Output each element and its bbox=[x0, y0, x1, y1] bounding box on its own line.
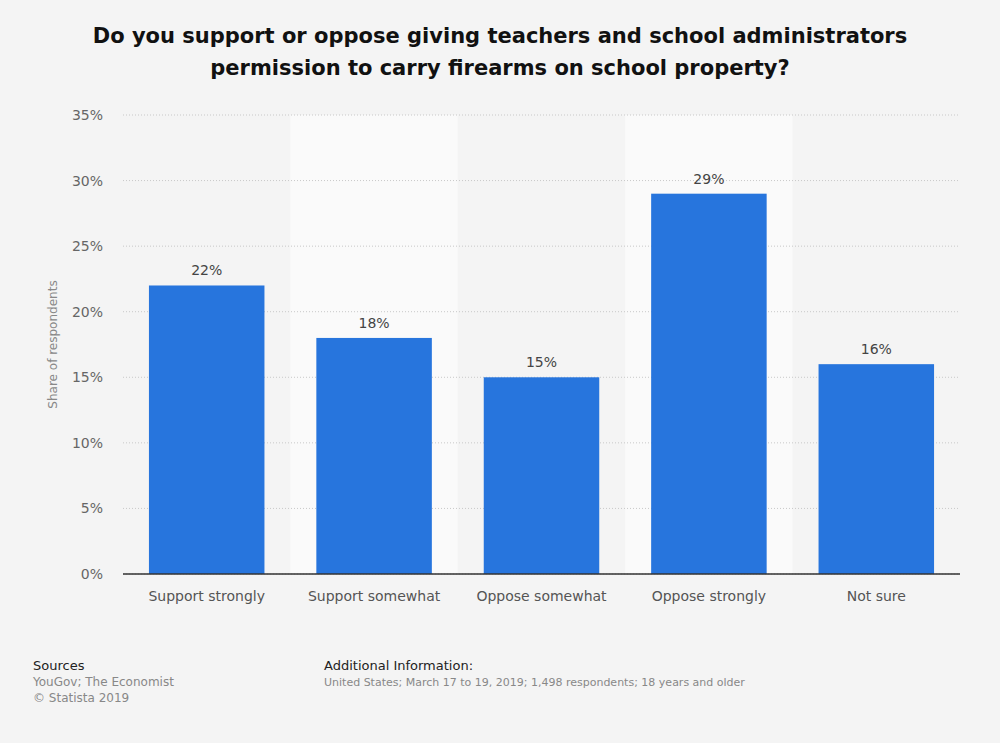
sources-heading: Sources bbox=[33, 658, 85, 673]
data-label: 29% bbox=[693, 171, 724, 187]
y-tick-label: 25% bbox=[72, 238, 103, 254]
column-band bbox=[625, 115, 792, 574]
chart: Do you support or oppose giving teachers… bbox=[0, 0, 1000, 743]
x-tick-label: Oppose somewhat bbox=[476, 588, 607, 604]
y-tick-label: 10% bbox=[72, 435, 103, 451]
y-tick-label: 0% bbox=[81, 566, 103, 582]
column-band bbox=[123, 115, 290, 574]
title-line: permission to carry firearms on school p… bbox=[210, 56, 789, 80]
x-tick-label: Not sure bbox=[847, 588, 906, 604]
y-tick-label: 35% bbox=[72, 107, 103, 123]
data-label: 18% bbox=[359, 315, 390, 331]
title-line: Do you support or oppose giving teachers… bbox=[93, 24, 907, 48]
column-band bbox=[793, 115, 960, 574]
background bbox=[0, 0, 1000, 743]
x-tick-label: Support strongly bbox=[148, 588, 265, 604]
source: © Statista 2019 bbox=[33, 691, 129, 705]
data-label: 16% bbox=[861, 341, 892, 357]
y-axis-label: Share of respondents bbox=[46, 280, 60, 408]
column-band bbox=[290, 115, 457, 574]
y-tick-label: 15% bbox=[72, 369, 103, 385]
column-band bbox=[458, 115, 625, 574]
x-tick-label: Oppose strongly bbox=[652, 588, 766, 604]
bar bbox=[316, 338, 432, 574]
bar bbox=[484, 377, 600, 574]
grid-line bbox=[123, 574, 960, 575]
data-label: 22% bbox=[191, 262, 222, 278]
grid-line bbox=[123, 115, 960, 116]
data-label: 15% bbox=[526, 354, 557, 370]
grid-line bbox=[123, 180, 960, 181]
y-tick-label: 5% bbox=[81, 500, 103, 516]
x-axis bbox=[123, 573, 960, 575]
grid-line bbox=[123, 246, 960, 247]
y-tick-label: 20% bbox=[72, 304, 103, 320]
source: YouGov; The Economist bbox=[32, 675, 174, 689]
bar bbox=[819, 364, 935, 574]
bar bbox=[651, 194, 767, 574]
bar bbox=[149, 285, 265, 574]
bars bbox=[149, 194, 934, 574]
info: United States; March 17 to 19, 2019; 1,4… bbox=[324, 676, 745, 689]
y-tick-label: 30% bbox=[72, 173, 103, 189]
x-tick-label: Support somewhat bbox=[308, 588, 441, 604]
title: Do you support or oppose giving teachers… bbox=[93, 24, 907, 80]
info-heading: Additional Information: bbox=[324, 658, 473, 673]
